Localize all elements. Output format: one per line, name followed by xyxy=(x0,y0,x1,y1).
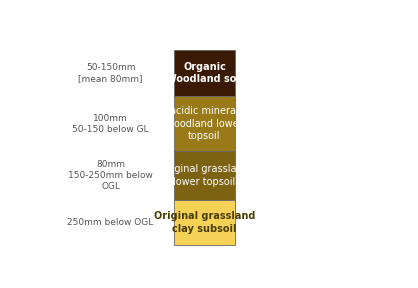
Text: Original grassland
lower topsoil: Original grassland lower topsoil xyxy=(160,164,249,187)
Bar xyxy=(174,200,235,245)
Text: 250mm below OGL: 250mm below OGL xyxy=(67,218,154,227)
Bar xyxy=(174,50,235,96)
Text: 80mm
150-250mm below
OGL: 80mm 150-250mm below OGL xyxy=(68,160,153,191)
Bar xyxy=(174,96,235,151)
Bar xyxy=(174,151,235,200)
Text: 50-150mm
[mean 80mm]: 50-150mm [mean 80mm] xyxy=(78,63,143,83)
Text: Original grassland
clay subsoil: Original grassland clay subsoil xyxy=(154,211,255,234)
Text: Organic
Woodland soil: Organic Woodland soil xyxy=(166,62,243,84)
Text: 100mm
50-150 below GL: 100mm 50-150 below GL xyxy=(72,113,149,134)
Text: acidic mineral
woodland lower
topsoil: acidic mineral woodland lower topsoil xyxy=(166,106,243,141)
